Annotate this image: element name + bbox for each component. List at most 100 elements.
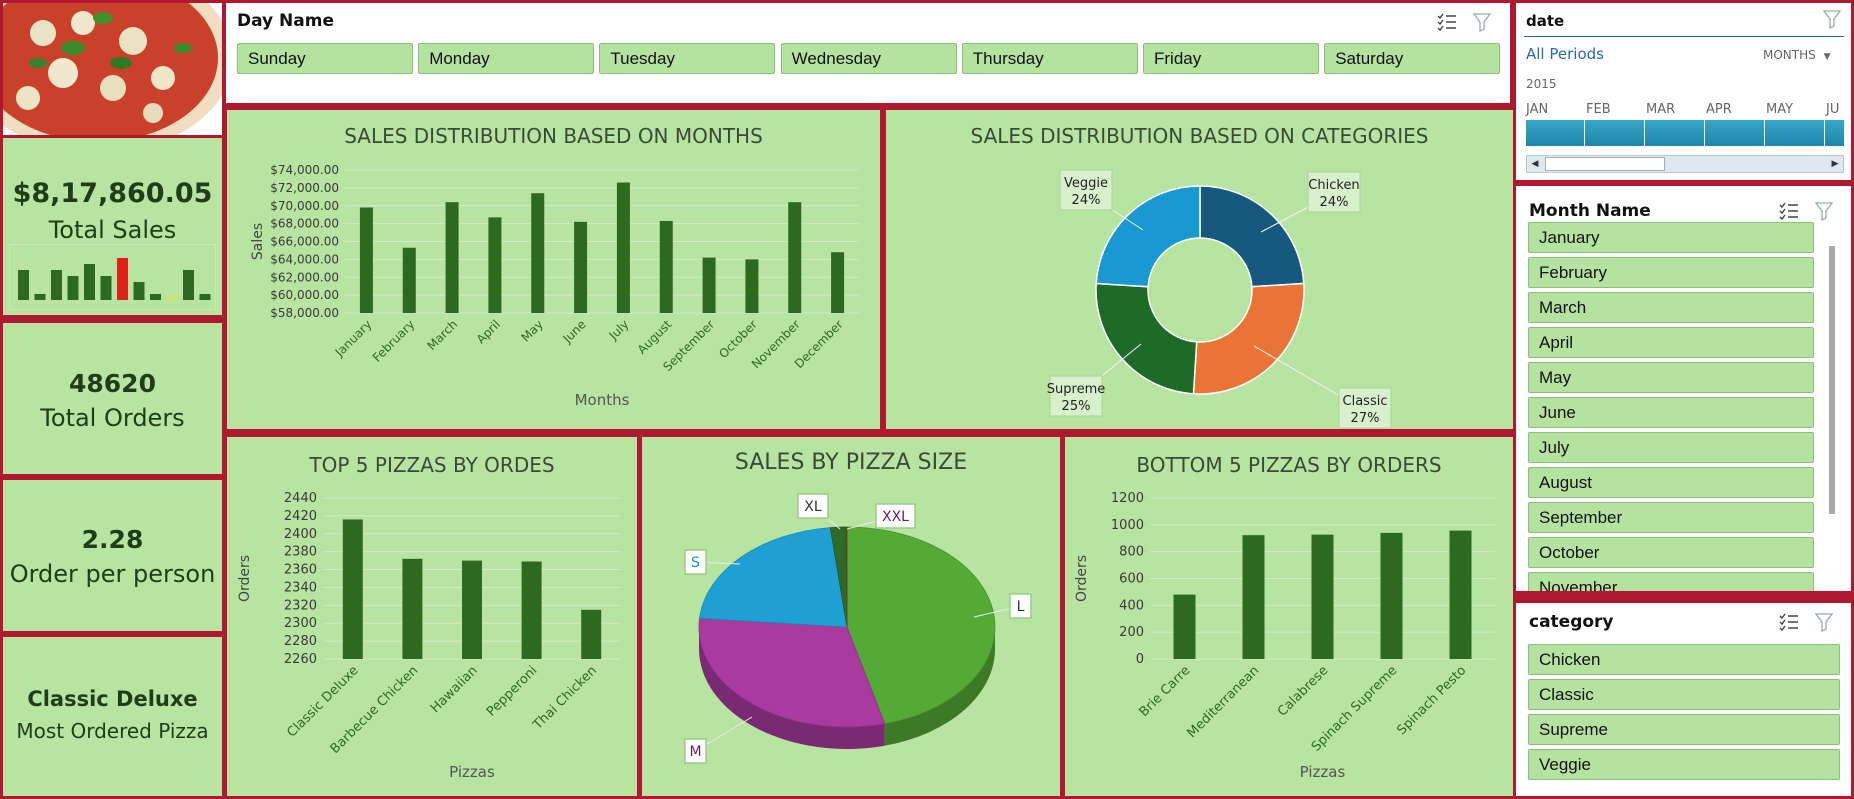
timeline-month-label[interactable]: MAY — [1766, 102, 1794, 117]
scroll-thumb[interactable] — [1545, 157, 1665, 171]
donut-slice[interactable] — [1192, 282, 1305, 395]
clear-filter-icon[interactable] — [1814, 612, 1836, 632]
pie-slice[interactable] — [845, 526, 848, 628]
month-button-august[interactable]: August — [1528, 467, 1814, 498]
category-button-supreme[interactable]: Supreme — [1528, 714, 1840, 745]
bar[interactable] — [581, 609, 602, 659]
month-button-november[interactable]: November — [1528, 572, 1814, 591]
donut-label-pct: 24% — [1072, 193, 1101, 208]
bar[interactable] — [1311, 534, 1334, 659]
bar[interactable] — [616, 182, 630, 313]
y-tick-label: 2360 — [284, 563, 317, 578]
month-button-march[interactable]: March — [1528, 292, 1814, 323]
month-button-april[interactable]: April — [1528, 327, 1814, 358]
bar[interactable] — [488, 217, 502, 313]
bar[interactable] — [1242, 535, 1265, 659]
timeline-bar[interactable] — [1526, 120, 1844, 146]
clear-filter-icon[interactable] — [1822, 9, 1844, 29]
months-chart-title: SALES DISTRIBUTION BASED ON MONTHS — [344, 124, 763, 148]
timeline-scrollbar[interactable]: ◀ ▶ — [1526, 155, 1844, 173]
category-button-veggie[interactable]: Veggie — [1528, 749, 1840, 780]
donut-label-name: Classic — [1343, 394, 1388, 409]
clear-filter-icon[interactable] — [1814, 201, 1836, 221]
bar[interactable] — [1173, 594, 1196, 659]
day-button-sunday[interactable]: Sunday — [237, 43, 413, 74]
multi-select-icon[interactable] — [1436, 12, 1458, 32]
pie-label-box — [875, 503, 916, 529]
bar[interactable] — [402, 558, 423, 659]
total-orders-card: 48620 Total Orders — [3, 323, 222, 474]
order-per-person-card: 2.28 Order per person — [3, 480, 222, 631]
bar[interactable] — [1449, 530, 1472, 659]
bar[interactable] — [342, 519, 363, 659]
bar[interactable] — [745, 259, 759, 313]
months-chart-panel: SALES DISTRIBUTION BASED ON MONTHS $58,0… — [227, 110, 880, 429]
day-button-monday[interactable]: Monday — [418, 43, 595, 74]
y-tick-label: $72,000.00 — [270, 181, 339, 195]
month-button-june[interactable]: June — [1528, 397, 1814, 428]
x-tick-label: Brie Carre — [1137, 663, 1194, 720]
month-button-september[interactable]: September — [1528, 502, 1814, 533]
day-button-friday[interactable]: Friday — [1143, 43, 1319, 74]
bar[interactable] — [659, 220, 673, 313]
timeline-month-label[interactable]: JAN — [1526, 102, 1549, 117]
bottom5-chart-panel: BOTTOM 5 PIZZAS BY ORDERS 0 200 400 600 800 1… — [1065, 437, 1513, 796]
pie-slice[interactable] — [699, 527, 848, 628]
multi-select-icon[interactable] — [1778, 612, 1800, 632]
donut-slice[interactable] — [1199, 185, 1305, 288]
timeline-month-label[interactable]: MAR — [1646, 102, 1676, 117]
sparkline-bar — [18, 270, 29, 300]
month-button-january[interactable]: January — [1528, 222, 1814, 253]
category-button-classic[interactable]: Classic — [1528, 679, 1840, 710]
timeline-month-label[interactable]: APR — [1706, 102, 1732, 117]
bar[interactable] — [445, 202, 459, 313]
timeline-month-label[interactable]: FEB — [1586, 102, 1611, 117]
y-tick-label: $74,000.00 — [270, 163, 339, 177]
month-button-july[interactable]: July — [1528, 432, 1814, 463]
month-button-may[interactable]: May — [1528, 362, 1814, 393]
pie-label-box — [1009, 593, 1032, 619]
scroll-right-button[interactable]: ▶ — [1831, 159, 1839, 169]
day-button-tuesday[interactable]: Tuesday — [599, 43, 776, 74]
pie-slice[interactable] — [698, 617, 886, 728]
sparkline-bar — [183, 270, 194, 300]
timeline-month-label[interactable]: JU — [1826, 102, 1840, 117]
category-button-chicken[interactable]: Chicken — [1528, 644, 1840, 675]
x-tick-label: Hawaiian — [428, 663, 481, 716]
bar[interactable] — [531, 193, 545, 313]
donut-slice[interactable] — [1095, 185, 1201, 288]
timeline-level-dropdown[interactable]: MONTHS ▼ — [1763, 48, 1831, 62]
scroll-left-button[interactable]: ◀ — [1531, 159, 1539, 169]
bar[interactable] — [1380, 532, 1403, 659]
most-ordered-label: Most Ordered Pizza — [16, 719, 209, 743]
day-button-wednesday[interactable]: Wednesday — [780, 43, 957, 74]
multi-select-icon[interactable] — [1778, 201, 1800, 221]
donut-slice[interactable] — [1095, 282, 1198, 395]
size-pie-chart: L M S XL XXL — [684, 493, 1032, 764]
y-tick-label: $64,000.00 — [270, 252, 339, 266]
categories-chart-title: SALES DISTRIBUTION BASED ON CATEGORIES — [970, 124, 1429, 148]
pie-slice[interactable] — [846, 526, 996, 725]
chevron-down-icon: ▼ — [1823, 52, 1831, 62]
all-periods-label: All Periods — [1526, 45, 1604, 63]
day-button-thursday[interactable]: Thursday — [961, 43, 1138, 74]
month-slicer-scrollbar[interactable] — [1829, 246, 1835, 514]
month-button-october[interactable]: October — [1528, 537, 1814, 568]
donut-label-name: Chicken — [1308, 178, 1359, 193]
bar[interactable] — [402, 247, 416, 313]
bar[interactable] — [788, 202, 802, 313]
bar[interactable] — [462, 560, 482, 659]
bar[interactable] — [574, 221, 588, 313]
y-tick-label: 200 — [1119, 625, 1144, 640]
day-button-saturday[interactable]: Saturday — [1324, 43, 1501, 74]
bar[interactable] — [521, 561, 542, 659]
bar[interactable] — [702, 257, 716, 313]
bar[interactable] — [359, 207, 373, 313]
clear-filter-icon[interactable] — [1472, 12, 1494, 32]
donut-label-name: Supreme — [1047, 382, 1105, 397]
x-tick-label: Mediterranean — [1185, 663, 1263, 741]
bar[interactable] — [831, 252, 845, 313]
month-button-february[interactable]: February — [1528, 257, 1814, 288]
donut-label-name: Veggie — [1064, 176, 1108, 191]
y-tick-label: 2300 — [284, 616, 317, 631]
